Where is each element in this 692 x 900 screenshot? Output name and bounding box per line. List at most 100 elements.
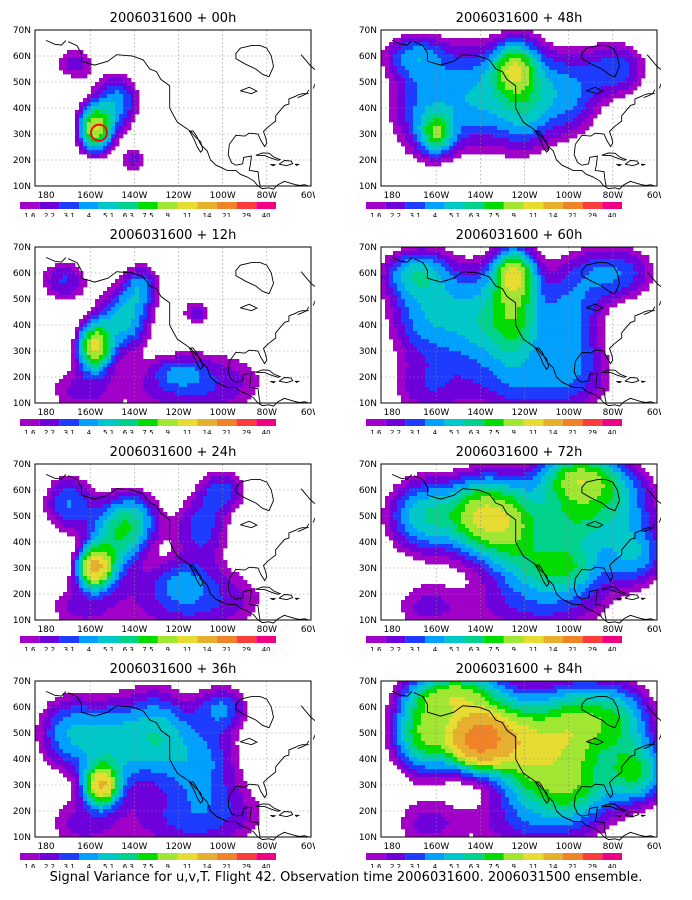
colorbar-swatch — [59, 202, 80, 209]
lon-tick-label: 140W — [467, 408, 493, 418]
colorbar-label: 3.1 — [410, 429, 421, 434]
colorbar-label: 9 — [165, 646, 169, 651]
lat-tick-label: 40N — [13, 755, 31, 765]
colorbar-label: 9 — [511, 429, 515, 434]
lon-tick-label: 180 — [383, 191, 400, 201]
colorbar-swatch — [138, 636, 158, 643]
colorbar-label: 6.3 — [469, 429, 480, 434]
colorbar-label: 29 — [242, 863, 251, 868]
lat-tick-label: 40N — [13, 538, 31, 548]
colorbar-label: 4 — [87, 212, 92, 217]
lat-tick-label: 50N — [359, 295, 377, 305]
lat-tick-label: 50N — [13, 729, 31, 739]
lat-tick-label: 40N — [359, 538, 377, 548]
map-panel-5: 2006031600 + 72h 70N 60N 50N 40N 30N 20N 10N 180… — [359, 445, 661, 651]
colorbar-label: 4 — [87, 646, 92, 651]
colorbar-label: 7.5 — [142, 429, 153, 434]
panel-title: 2006031600 + 12h — [110, 228, 237, 243]
colorbar-label: 2.2 — [390, 212, 401, 217]
colorbar-swatch — [138, 202, 158, 209]
colorbar-label: 21 — [568, 863, 577, 868]
lon-tick-label: 120W — [511, 191, 537, 201]
lon-tick-label: 120W — [165, 408, 191, 418]
panel-title: 2006031600 + 60h — [456, 228, 583, 243]
colorbar: 1.6 2.2 3.1 4 5.1 6.3 7.5 9 11 14 21 29 40 — [366, 853, 622, 868]
map-area — [380, 680, 661, 841]
colorbar: 1.6 2.2 3.1 4 5.1 6.3 7.5 9 11 14 21 29 40 — [20, 636, 276, 651]
lon-tick-label: 100W — [556, 408, 582, 418]
colorbar-swatch — [543, 419, 563, 426]
colorbar-label: 9 — [165, 429, 169, 434]
colorbar-swatch — [366, 853, 386, 860]
map-panel-3: 2006031600 + 60h 70N 60N 50N 40N 30N 20N 10N 180… — [359, 228, 661, 434]
lat-tick-label: 70N — [359, 26, 377, 36]
map-panel-6: 2006031600 + 36h 70N 60N 50N 40N 30N 20N 10N 180… — [13, 662, 315, 868]
colorbar-swatch — [39, 419, 60, 426]
colorbar-label: 7.5 — [488, 863, 499, 868]
lon-tick-label: 60W — [647, 191, 661, 201]
lat-tick-label: 70N — [13, 243, 31, 253]
lon-tick-label: 140W — [467, 842, 493, 852]
lon-tick-label: 160W — [77, 408, 103, 418]
colorbar-swatch — [138, 419, 158, 426]
colorbar-label: 1.6 — [24, 863, 36, 868]
lon-tick-label: 140W — [467, 191, 493, 201]
map-panel-7: 2006031600 + 84h 70N 60N 50N 40N 30N 20N 10N 180… — [359, 662, 661, 868]
colorbar-swatch — [464, 419, 485, 426]
map-panel-2: 2006031600 + 12h 70N 60N 50N 40N 30N 20N 10N 180… — [13, 228, 315, 434]
map-area — [34, 29, 315, 190]
colorbar-label: 5.1 — [103, 646, 114, 651]
map-area — [380, 463, 661, 624]
colorbar-label: 3.1 — [64, 429, 75, 434]
colorbar-label: 6.3 — [123, 863, 134, 868]
lon-tick-label: 80W — [603, 191, 623, 201]
colorbar-label: 3.1 — [64, 646, 75, 651]
map-panel-4: 2006031600 + 24h 70N 60N 50N 40N 30N 20N 10N 180… — [13, 445, 315, 651]
colorbar-swatch — [20, 853, 40, 860]
colorbar-swatch — [20, 419, 40, 426]
lon-tick-label: 60W — [647, 408, 661, 418]
lon-tick-label: 160W — [423, 842, 449, 852]
lon-tick-label: 160W — [77, 842, 103, 852]
lon-tick-label: 180 — [37, 191, 54, 201]
colorbar-swatch — [385, 202, 406, 209]
lat-tick-label: 50N — [13, 78, 31, 88]
colorbar-swatch — [98, 419, 119, 426]
lat-tick-label: 30N — [359, 347, 377, 357]
colorbar-swatch — [366, 419, 386, 426]
colorbar-label: 40 — [608, 212, 617, 217]
lat-tick-label: 70N — [13, 677, 31, 687]
lon-tick-label: 80W — [257, 842, 277, 852]
colorbar-swatch — [582, 419, 603, 426]
colorbar-label: 1.6 — [370, 863, 382, 868]
colorbar-swatch — [157, 202, 178, 209]
lon-tick-label: 120W — [511, 408, 537, 418]
lon-tick-label: 60W — [647, 625, 661, 635]
colorbar-label: 11 — [183, 212, 192, 217]
colorbar-swatch — [197, 636, 217, 643]
lat-tick-label: 60N — [359, 703, 377, 713]
colorbar-label: 29 — [588, 212, 597, 217]
colorbar-swatch — [256, 202, 276, 209]
colorbar-swatch — [256, 419, 276, 426]
colorbar-swatch — [425, 419, 445, 426]
panel-title: 2006031600 + 84h — [456, 662, 583, 677]
colorbar-swatch — [216, 853, 237, 860]
colorbar-swatch — [236, 636, 257, 643]
colorbar-label: 14 — [549, 212, 558, 217]
lat-tick-label: 10N — [359, 182, 377, 192]
lat-tick-label: 50N — [359, 512, 377, 522]
lat-tick-label: 20N — [359, 590, 377, 600]
colorbar-swatch — [503, 419, 524, 426]
colorbar-label: 29 — [588, 429, 597, 434]
colorbar-label: 7.5 — [488, 212, 499, 217]
lat-tick-label: 60N — [13, 703, 31, 713]
lon-tick-label: 80W — [603, 625, 623, 635]
colorbar-swatch — [177, 202, 198, 209]
colorbar-label: 6.3 — [123, 429, 134, 434]
colorbar-swatch — [503, 636, 524, 643]
colorbar-label: 29 — [242, 646, 251, 651]
colorbar-swatch — [236, 853, 257, 860]
colorbar-swatch — [523, 419, 544, 426]
lat-tick-label: 70N — [359, 243, 377, 253]
